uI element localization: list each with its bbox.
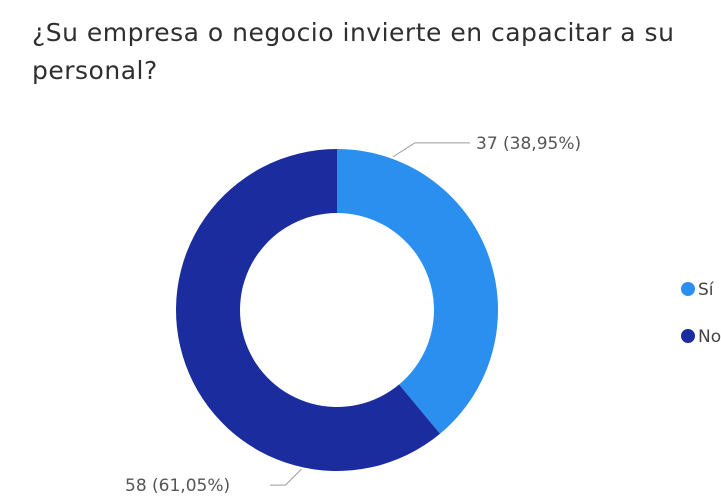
leader-line-no <box>270 468 302 486</box>
data-label-si: 37 (38,95%) <box>476 134 581 154</box>
donut-slice-no[interactable] <box>176 149 441 471</box>
legend: Sí No <box>681 280 721 347</box>
data-label-no: 58 (61,05%) <box>125 476 230 496</box>
chart-title: ¿Su empresa o negocio invierte en capaci… <box>32 18 683 85</box>
legend-marker-no <box>681 329 695 343</box>
legend-label-si: Sí <box>698 280 715 300</box>
leader-line-si <box>392 142 470 158</box>
legend-marker-si <box>681 282 695 296</box>
donut-slices <box>176 149 499 471</box>
legend-label-no: No <box>698 327 721 347</box>
donut-slice-si[interactable] <box>337 149 499 434</box>
label-leaders <box>270 142 470 486</box>
